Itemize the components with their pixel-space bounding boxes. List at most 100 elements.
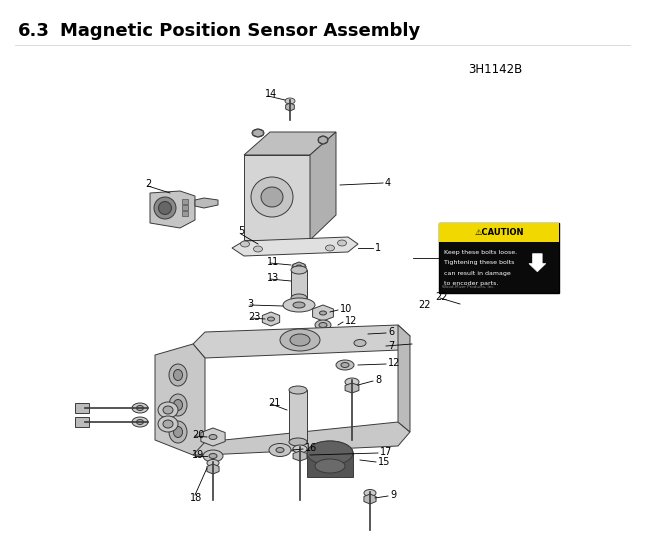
Ellipse shape	[158, 402, 178, 418]
Text: 3H1142B: 3H1142B	[468, 63, 522, 76]
Ellipse shape	[203, 450, 223, 462]
Ellipse shape	[291, 294, 307, 302]
Ellipse shape	[283, 298, 315, 312]
Text: 5: 5	[238, 226, 244, 236]
Ellipse shape	[337, 240, 346, 246]
Polygon shape	[529, 253, 546, 272]
Text: 17: 17	[380, 447, 393, 457]
Ellipse shape	[319, 323, 327, 328]
Text: 8: 8	[375, 375, 381, 385]
Text: 10: 10	[340, 304, 352, 314]
Ellipse shape	[354, 339, 366, 346]
Text: 22: 22	[435, 292, 447, 302]
Ellipse shape	[132, 417, 148, 427]
Ellipse shape	[326, 245, 335, 251]
Bar	[439, 223, 559, 242]
Polygon shape	[193, 325, 410, 358]
Text: 11: 11	[267, 257, 280, 267]
Polygon shape	[150, 191, 195, 228]
Text: 18: 18	[190, 493, 202, 503]
Polygon shape	[232, 237, 358, 256]
Text: 7: 7	[388, 341, 395, 351]
Ellipse shape	[315, 459, 345, 473]
Polygon shape	[207, 464, 219, 474]
Ellipse shape	[169, 364, 187, 386]
Ellipse shape	[289, 386, 307, 394]
Ellipse shape	[163, 420, 173, 428]
Ellipse shape	[240, 241, 250, 247]
Polygon shape	[193, 422, 410, 455]
Bar	[182, 205, 188, 210]
Ellipse shape	[174, 369, 183, 381]
Text: 14: 14	[265, 89, 278, 99]
Ellipse shape	[209, 454, 217, 459]
Bar	[439, 223, 559, 293]
Text: Wood-Mizer Products, Inc.: Wood-Mizer Products, Inc.	[442, 285, 495, 289]
Text: ⚠CAUTION: ⚠CAUTION	[474, 228, 524, 237]
Polygon shape	[155, 344, 205, 455]
Ellipse shape	[154, 197, 176, 219]
Bar	[291, 270, 307, 298]
Ellipse shape	[293, 302, 305, 308]
Ellipse shape	[307, 441, 353, 465]
Ellipse shape	[276, 447, 284, 453]
Polygon shape	[263, 312, 280, 326]
Bar	[182, 199, 188, 204]
Ellipse shape	[292, 263, 306, 271]
Polygon shape	[293, 451, 307, 461]
Text: 9: 9	[390, 490, 396, 500]
Ellipse shape	[209, 434, 217, 439]
Ellipse shape	[318, 136, 328, 144]
Polygon shape	[345, 383, 359, 393]
Ellipse shape	[272, 332, 278, 336]
Polygon shape	[201, 428, 225, 446]
Text: 21: 21	[268, 398, 280, 408]
Polygon shape	[285, 103, 294, 111]
Ellipse shape	[159, 201, 172, 214]
Polygon shape	[318, 136, 328, 144]
Polygon shape	[364, 494, 376, 504]
Ellipse shape	[254, 246, 263, 252]
Bar	[307, 453, 353, 477]
Text: 19: 19	[192, 450, 204, 460]
Ellipse shape	[207, 460, 219, 467]
Ellipse shape	[174, 400, 183, 410]
Ellipse shape	[269, 330, 281, 338]
Text: 22: 22	[418, 300, 430, 310]
Text: 3: 3	[247, 299, 253, 309]
Polygon shape	[293, 262, 305, 272]
Text: 6.3: 6.3	[18, 22, 50, 40]
Bar	[289, 390, 307, 442]
Ellipse shape	[169, 394, 187, 416]
Polygon shape	[244, 155, 310, 240]
Text: 12: 12	[345, 316, 358, 326]
Text: 6: 6	[388, 327, 394, 337]
Text: 13: 13	[267, 273, 280, 283]
Ellipse shape	[261, 187, 283, 207]
Text: Keep these bolts loose.: Keep these bolts loose.	[444, 250, 517, 255]
Ellipse shape	[136, 419, 144, 425]
Text: 20: 20	[192, 430, 204, 440]
Polygon shape	[313, 305, 333, 321]
Ellipse shape	[290, 334, 310, 346]
Ellipse shape	[293, 445, 307, 453]
Text: Magnetic Position Sensor Assembly: Magnetic Position Sensor Assembly	[60, 22, 421, 40]
Bar	[182, 211, 188, 216]
Ellipse shape	[364, 490, 376, 497]
Text: 2: 2	[145, 179, 151, 189]
Text: 1: 1	[375, 243, 381, 253]
Ellipse shape	[296, 265, 302, 269]
Polygon shape	[398, 325, 410, 432]
Ellipse shape	[291, 266, 307, 274]
Polygon shape	[253, 129, 263, 137]
Ellipse shape	[307, 441, 353, 465]
Ellipse shape	[136, 405, 144, 410]
Text: 15: 15	[378, 457, 391, 467]
Ellipse shape	[285, 98, 295, 104]
Ellipse shape	[324, 330, 336, 338]
Ellipse shape	[320, 311, 326, 315]
Polygon shape	[195, 198, 218, 208]
Ellipse shape	[268, 317, 274, 321]
Ellipse shape	[252, 129, 264, 137]
Text: to encoder parts.: to encoder parts.	[444, 281, 498, 286]
